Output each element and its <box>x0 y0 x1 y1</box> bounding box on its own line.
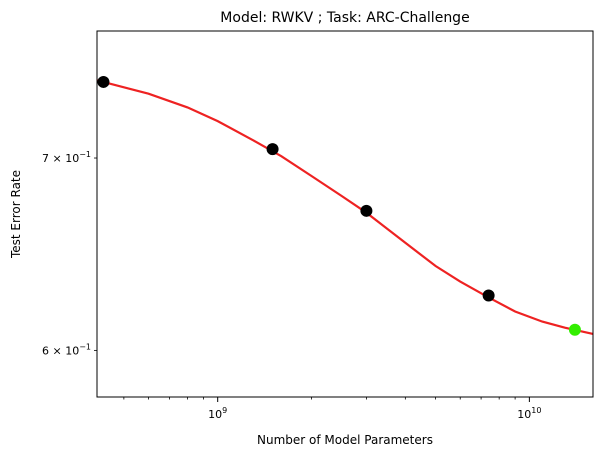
data-point <box>360 204 373 217</box>
plot-area <box>96 75 594 336</box>
x-axis: 109 1010 <box>123 397 541 421</box>
y-tick-label: 7 × 10−1 <box>42 150 91 165</box>
chart-title: Model: RWKV ; Task: ARC-Challenge <box>220 10 469 26</box>
x-tick-label: 109 <box>208 406 227 421</box>
x-axis-label: Number of Model Parameters <box>257 433 433 447</box>
y-axis-label: Test Error Rate <box>9 170 23 259</box>
data-point <box>97 75 110 88</box>
plot-frame <box>96 30 594 398</box>
y-tick-label: 6 × 10−1 <box>42 342 91 357</box>
data-point <box>482 289 495 302</box>
y-axis: 6 × 10−1 7 × 10−1 <box>42 150 97 357</box>
held-out-point <box>568 323 581 336</box>
fit-curve-line <box>96 79 594 335</box>
data-point <box>266 143 279 156</box>
x-tick-label: 1010 <box>517 406 541 421</box>
